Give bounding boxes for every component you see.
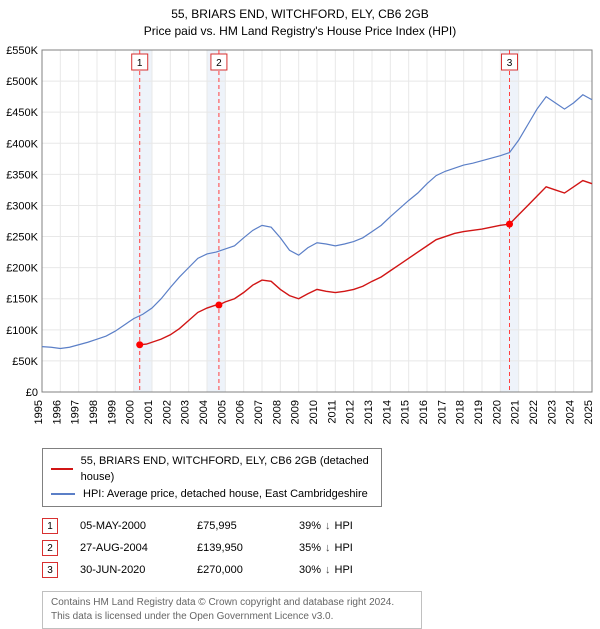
- svg-text:1999: 1999: [106, 400, 118, 424]
- svg-text:£300K: £300K: [6, 200, 38, 212]
- svg-text:2015: 2015: [400, 400, 412, 424]
- svg-text:2003: 2003: [180, 400, 192, 424]
- transaction-marker: 3: [42, 562, 58, 578]
- svg-text:2006: 2006: [235, 400, 247, 424]
- legend-swatch-property: [51, 468, 73, 470]
- svg-text:1997: 1997: [70, 400, 82, 424]
- svg-text:2007: 2007: [253, 400, 265, 424]
- svg-text:2014: 2014: [381, 400, 393, 424]
- transaction-row: 3 30-JUN-2020 £270,000 30%↓HPI: [42, 559, 600, 581]
- svg-text:2018: 2018: [455, 400, 467, 424]
- svg-text:2025: 2025: [583, 400, 595, 424]
- attribution-line-1: Contains HM Land Registry data © Crown c…: [51, 596, 413, 610]
- svg-text:2011: 2011: [326, 400, 338, 424]
- attribution-box: Contains HM Land Registry data © Crown c…: [42, 591, 422, 629]
- transaction-price: £75,995: [197, 520, 277, 532]
- svg-text:3: 3: [507, 58, 513, 69]
- svg-text:£350K: £350K: [6, 169, 38, 181]
- transaction-date: 27-AUG-2004: [80, 542, 175, 554]
- svg-text:£100K: £100K: [6, 324, 38, 336]
- svg-text:1996: 1996: [51, 400, 63, 424]
- transaction-marker: 2: [42, 540, 58, 556]
- transaction-price: £139,950: [197, 542, 277, 554]
- svg-text:£450K: £450K: [6, 107, 38, 119]
- chart-area: £0 £50K £100K £150K £200K £250K £300K £350K £400…: [0, 40, 600, 440]
- svg-text:2001: 2001: [143, 400, 155, 424]
- transaction-pct: 35%↓HPI: [299, 542, 419, 554]
- attribution-line-2: This data is licensed under the Open Gov…: [51, 610, 413, 624]
- svg-text:£550K: £550K: [6, 45, 38, 57]
- svg-text:£400K: £400K: [6, 138, 38, 150]
- legend-swatch-hpi: [51, 493, 75, 495]
- transaction-marker: 1: [42, 518, 58, 534]
- svg-text:2021: 2021: [510, 400, 522, 424]
- svg-text:2017: 2017: [436, 400, 448, 424]
- svg-text:£50K: £50K: [12, 356, 38, 368]
- transactions-table: 1 05-MAY-2000 £75,995 39%↓HPI 2 27-AUG-2004 £1…: [42, 515, 600, 581]
- svg-text:£200K: £200K: [6, 262, 38, 274]
- chart-subtitle: Price paid vs. HM Land Registry's House …: [0, 23, 600, 40]
- transaction-pct: 39%↓HPI: [299, 520, 419, 532]
- svg-text:2024: 2024: [565, 400, 577, 424]
- chart-header: 55, BRIARS END, WITCHFORD, ELY, CB6 2GB …: [0, 0, 600, 40]
- legend-row-property: 55, BRIARS END, WITCHFORD, ELY, CB6 2GB …: [51, 453, 373, 486]
- svg-text:£150K: £150K: [6, 293, 38, 305]
- svg-text:2010: 2010: [308, 400, 320, 424]
- svg-text:2012: 2012: [345, 400, 357, 424]
- legend-label-hpi: HPI: Average price, detached house, East…: [83, 486, 368, 503]
- legend-label-property: 55, BRIARS END, WITCHFORD, ELY, CB6 2GB …: [81, 453, 373, 486]
- svg-text:2004: 2004: [198, 400, 210, 424]
- svg-text:£0: £0: [26, 387, 38, 399]
- transaction-row: 2 27-AUG-2004 £139,950 35%↓HPI: [42, 537, 600, 559]
- svg-text:2019: 2019: [473, 400, 485, 424]
- svg-text:2020: 2020: [491, 400, 503, 424]
- svg-text:£500K: £500K: [6, 76, 38, 88]
- svg-text:2000: 2000: [125, 400, 137, 424]
- svg-text:2: 2: [216, 58, 222, 69]
- svg-text:2002: 2002: [161, 400, 173, 424]
- svg-text:1995: 1995: [33, 400, 45, 424]
- svg-text:2008: 2008: [271, 400, 283, 424]
- legend-row-hpi: HPI: Average price, detached house, East…: [51, 486, 373, 503]
- svg-text:2005: 2005: [216, 400, 228, 424]
- transaction-date: 30-JUN-2020: [80, 564, 175, 576]
- svg-text:1998: 1998: [88, 400, 100, 424]
- svg-text:2013: 2013: [363, 400, 375, 424]
- line-chart: £0 £50K £100K £150K £200K £250K £300K £350K £400…: [0, 40, 600, 440]
- svg-text:1: 1: [137, 58, 143, 69]
- svg-text:2009: 2009: [290, 400, 302, 424]
- svg-text:2016: 2016: [418, 400, 430, 424]
- svg-text:2023: 2023: [546, 400, 558, 424]
- transaction-row: 1 05-MAY-2000 £75,995 39%↓HPI: [42, 515, 600, 537]
- transaction-date: 05-MAY-2000: [80, 520, 175, 532]
- chart-title: 55, BRIARS END, WITCHFORD, ELY, CB6 2GB: [0, 6, 600, 23]
- svg-text:2022: 2022: [528, 400, 540, 424]
- svg-text:£250K: £250K: [6, 231, 38, 243]
- transaction-price: £270,000: [197, 564, 277, 576]
- transaction-pct: 30%↓HPI: [299, 564, 419, 576]
- legend: 55, BRIARS END, WITCHFORD, ELY, CB6 2GB …: [42, 448, 382, 508]
